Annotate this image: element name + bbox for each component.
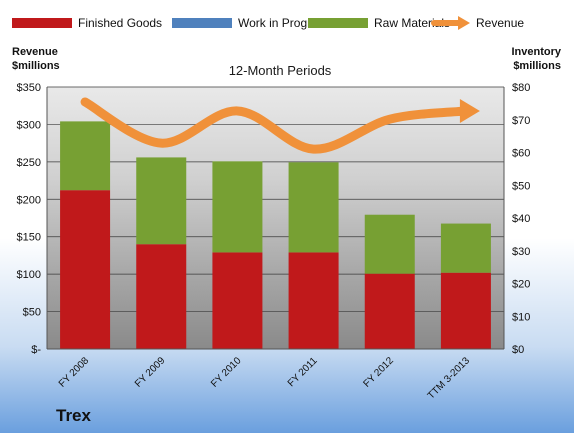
legend-label-revenue: Revenue [476,16,524,30]
chart-title: 12-Month Periods [229,63,332,78]
company-name: Trex [56,406,92,425]
right-tick-label: $80 [512,82,530,94]
right-axis-title-line-1: Inventory [511,46,561,58]
left-tick-label: $- [31,344,41,356]
right-tick-label: $20 [512,279,530,291]
left-axis-title-line-1: Revenue [12,46,58,58]
bar-raw-materials [136,157,187,245]
left-tick-label: $200 [17,194,41,206]
legend-swatch-raw-materials [308,18,368,28]
left-tick-label: $150 [17,232,41,244]
bar-finished-goods [364,273,415,349]
line-layer [80,97,480,154]
bar-finished-goods [60,190,111,349]
bar-finished-goods [136,244,187,349]
right-tick-label: $30 [512,246,530,258]
left-tick-label: $250 [17,157,41,169]
revenue-arrowhead [459,98,480,123]
right-tick-label: $60 [512,148,530,160]
left-tick-label: $100 [17,269,41,281]
right-axis-title-line-2: $millions [513,60,561,72]
left-tick-label: $350 [17,82,41,94]
bar-raw-materials [364,214,415,274]
legend-swatch-finished-goods [12,18,72,28]
bar-layer [60,121,491,349]
revenue-line [80,97,471,154]
bar-raw-materials [60,121,111,191]
legend: Finished Goods Work in Progress Raw Materi… [12,16,524,30]
left-tick-label: $300 [17,119,41,131]
legend-swatch-work-in-progress [172,18,232,28]
legend-label-raw-materials: Raw Materials [374,16,450,30]
bar-finished-goods [288,252,339,349]
right-tick-label: $40 [512,213,530,225]
legend-swatch-arrow [458,16,470,30]
legend-label-finished-goods: Finished Goods [78,16,162,30]
right-tick-label: $0 [512,344,524,356]
left-axis-title-line-2: $millions [12,60,60,72]
legend-label-work-in-progress: Work in Progress [238,16,330,30]
bar-raw-materials [440,223,491,273]
bar-finished-goods [440,272,491,349]
bar-raw-materials [212,161,263,253]
right-tick-label: $50 [512,180,530,192]
left-tick-label: $50 [23,307,41,319]
bar-raw-materials [288,162,339,253]
bar-finished-goods [212,252,263,349]
right-tick-label: $70 [512,115,530,127]
right-tick-label: $10 [512,311,530,323]
